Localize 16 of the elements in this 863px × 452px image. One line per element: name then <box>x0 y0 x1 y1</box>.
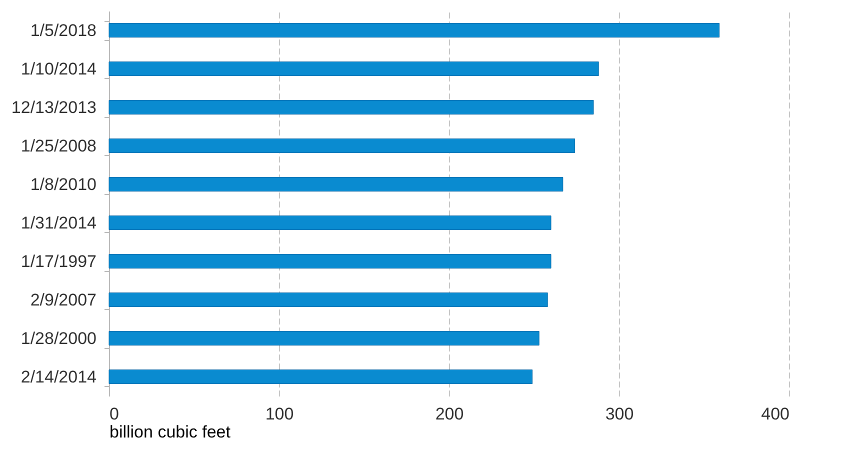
y-tick-label: 1/31/2014 <box>20 213 96 232</box>
y-tick-label: 1/5/2018 <box>30 20 96 40</box>
x-tick-label: 200 <box>435 404 464 424</box>
x-tick-label: 100 <box>265 404 294 424</box>
y-tick-label: 1/10/2014 <box>20 59 96 78</box>
y-tick-label: 2/9/2007 <box>30 290 96 310</box>
y-tick-label: 1/17/1997 <box>20 252 96 271</box>
y-tick-label: 1/28/2000 <box>20 328 96 348</box>
y-tick-label: 12/13/2013 <box>11 98 96 117</box>
x-axis-title: billion cubic feet <box>110 422 231 442</box>
y-tick-label: 1/25/2008 <box>20 136 96 156</box>
x-tick-label: 0 <box>110 404 119 424</box>
x-tick-label: 300 <box>605 404 634 424</box>
x-tick-label: 400 <box>761 404 790 424</box>
y-tick-label: 2/14/2014 <box>20 367 96 386</box>
y-tick-label: 1/8/2010 <box>30 174 96 194</box>
